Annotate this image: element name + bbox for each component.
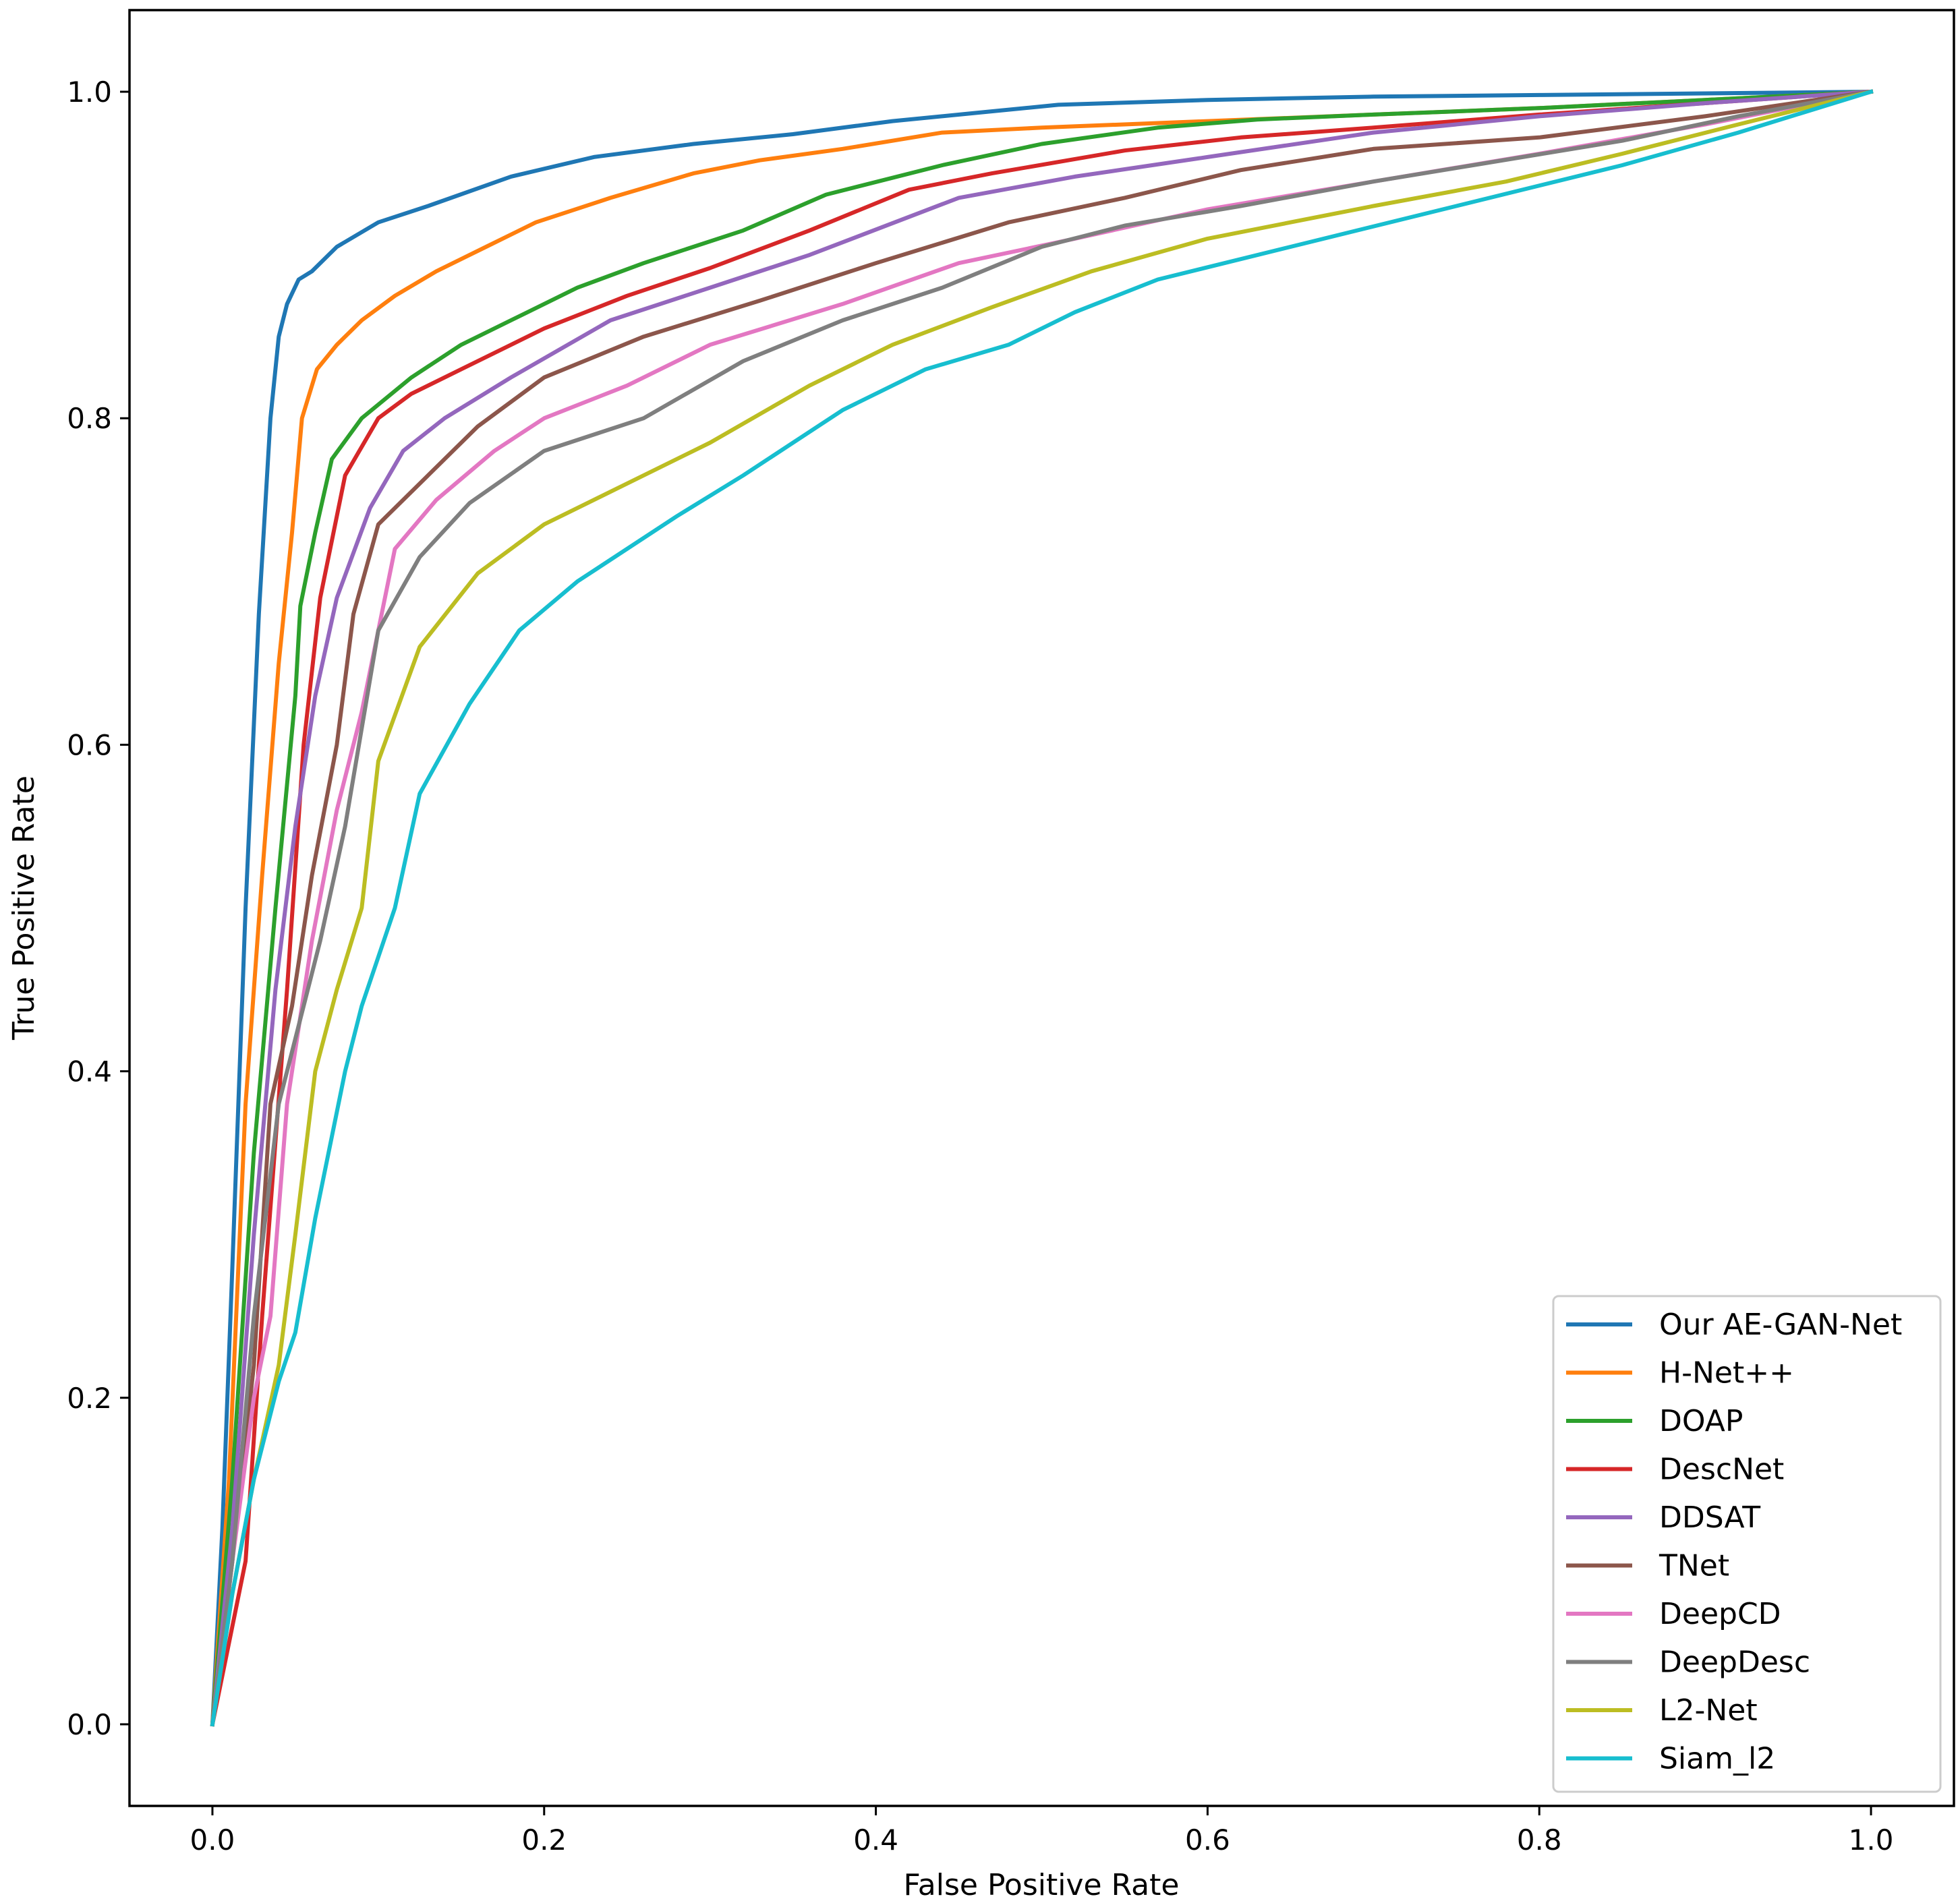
legend-label-3: DescNet [1659, 1453, 1784, 1487]
series-line-1 [210, 89, 1874, 1727]
legend-label-6: DeepCD [1659, 1597, 1781, 1631]
series-line-8 [210, 89, 1874, 1727]
legend: Our AE-GAN-Net H-Net++ DOAP DescNet DDSAT TNe… [1552, 1295, 1942, 1793]
series-line-5 [210, 89, 1874, 1727]
legend-label-5: TNet [1659, 1549, 1729, 1583]
y-tick-label: 0.8 [67, 402, 112, 435]
series-layer [210, 89, 1874, 1727]
x-tick-label: 0.2 [521, 1823, 567, 1856]
legend-label-2: DOAP [1659, 1404, 1743, 1438]
series-line-9 [210, 89, 1874, 1727]
y-tick-label: 1.0 [67, 76, 112, 109]
series-line-2 [210, 89, 1874, 1727]
legend-label-4: DDSAT [1659, 1500, 1760, 1535]
legend-label-0: Our AE-GAN-Net [1659, 1308, 1902, 1342]
x-tick-label: 0.8 [1517, 1823, 1562, 1856]
x-tick-label: 0.4 [853, 1823, 898, 1856]
legend-label-7: DeepDesc [1659, 1645, 1810, 1680]
y-axis-ticks: 0.0 0.2 0.4 0.6 0.8 1.0 [67, 76, 129, 1741]
series-line-4 [210, 89, 1874, 1727]
series-line-0 [210, 89, 1874, 1727]
legend-label-9: Siam_l2 [1659, 1742, 1775, 1776]
x-tick-label: 0.0 [190, 1823, 235, 1856]
x-tick-label: 0.6 [1185, 1823, 1230, 1856]
x-axis-label: False Positive Rate [904, 1868, 1180, 1901]
legend-box [1552, 1295, 1942, 1793]
series-line-7 [210, 89, 1874, 1727]
y-tick-label: 0.2 [67, 1382, 112, 1415]
x-tick-label: 1.0 [1849, 1823, 1894, 1856]
y-tick-label: 0.4 [67, 1055, 112, 1088]
y-tick-label: 0.0 [67, 1708, 112, 1741]
legend-label-8: L2-Net [1659, 1693, 1758, 1728]
y-tick-label: 0.6 [67, 728, 112, 761]
y-axis-label: True Positive Rate [7, 776, 41, 1041]
plot-frame [128, 9, 1955, 1807]
x-axis-ticks: 0.0 0.2 0.4 0.6 0.8 1.0 [190, 1806, 1894, 1856]
legend-label-1: H-Net++ [1659, 1356, 1794, 1391]
